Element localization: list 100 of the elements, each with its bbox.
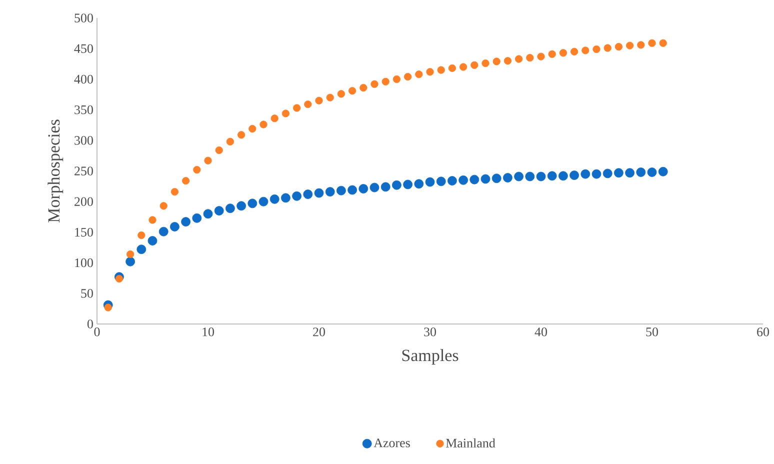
- point: [648, 39, 656, 47]
- point: [547, 171, 557, 181]
- point: [592, 45, 600, 54]
- point: [115, 274, 123, 283]
- point: [514, 172, 524, 182]
- point: [282, 110, 290, 118]
- point: [293, 104, 301, 112]
- point: [348, 185, 357, 195]
- point: [370, 182, 380, 192]
- point: [525, 172, 535, 182]
- point: [559, 49, 567, 57]
- point: [382, 78, 390, 86]
- point: [136, 244, 146, 254]
- point: [504, 57, 512, 65]
- x-tick-label: 60: [757, 328, 770, 336]
- point: [380, 182, 390, 192]
- point: [360, 84, 368, 92]
- point: [536, 172, 546, 182]
- point: [148, 236, 158, 246]
- point: [370, 80, 378, 88]
- point: [503, 173, 512, 182]
- point: [480, 174, 490, 184]
- point: [592, 169, 602, 179]
- point: [626, 42, 634, 50]
- x-axis-title: Samples: [402, 349, 458, 365]
- point: [470, 61, 478, 69]
- point: [570, 170, 579, 180]
- point: [526, 54, 534, 62]
- point: [658, 166, 668, 176]
- y-axis-title: Morphospecies: [48, 120, 64, 222]
- point: [226, 138, 234, 146]
- point: [558, 171, 568, 181]
- point: [470, 174, 480, 184]
- point: [492, 58, 500, 66]
- x-tick-label: 20: [313, 328, 326, 336]
- point: [148, 216, 156, 224]
- point: [258, 196, 268, 206]
- point: [270, 194, 280, 204]
- point: [548, 50, 556, 58]
- point: [215, 146, 223, 154]
- point: [604, 44, 612, 52]
- point: [336, 186, 346, 196]
- point: [193, 166, 201, 174]
- y-tick-label: 50: [81, 289, 93, 298]
- point: [260, 120, 268, 128]
- x-tick-label: 10: [202, 328, 214, 336]
- point: [392, 75, 400, 83]
- point: [292, 191, 302, 201]
- point: [392, 180, 402, 190]
- point: [181, 217, 190, 226]
- point: [304, 100, 312, 108]
- point: [570, 48, 578, 56]
- point: [236, 201, 246, 211]
- point: [248, 198, 258, 208]
- point: [448, 64, 456, 72]
- point: [460, 63, 468, 71]
- point: [204, 156, 212, 164]
- x-tick-label: 40: [534, 328, 548, 336]
- point: [436, 176, 446, 186]
- legend-label: Azores: [374, 438, 410, 448]
- point: [425, 177, 435, 187]
- point: [348, 87, 356, 95]
- y-tick-label: 400: [74, 74, 93, 84]
- point: [214, 206, 224, 216]
- point: [138, 231, 146, 240]
- point: [326, 94, 334, 102]
- point: [614, 42, 622, 51]
- point: [492, 174, 502, 184]
- point: [270, 114, 278, 122]
- point: [170, 222, 180, 232]
- y-tick-label: 450: [74, 44, 93, 53]
- point: [203, 209, 213, 219]
- point: [358, 184, 368, 194]
- y-tick-label: 500: [74, 14, 93, 22]
- y-tick-label: 300: [74, 136, 93, 145]
- point: [314, 188, 324, 198]
- point: [337, 90, 345, 98]
- point: [248, 124, 256, 133]
- y-tick-label: 250: [74, 166, 93, 176]
- point: [625, 168, 634, 178]
- point: [659, 39, 667, 47]
- point: [515, 55, 523, 63]
- point: [437, 66, 445, 74]
- point: [158, 226, 168, 236]
- point: [582, 46, 590, 54]
- point: [636, 168, 646, 177]
- y-tick-label: 150: [75, 228, 93, 237]
- point: [482, 59, 490, 68]
- point: [614, 168, 624, 178]
- point: [537, 52, 545, 60]
- y-tick-label: 350: [74, 105, 93, 114]
- x-tick-label: 30: [424, 328, 436, 336]
- point: [458, 175, 468, 185]
- point: [126, 256, 135, 266]
- point: [192, 213, 202, 223]
- point: [602, 168, 612, 178]
- point: [580, 169, 590, 179]
- point: [426, 68, 434, 76]
- x-tick-label: 0: [94, 328, 100, 336]
- point: [126, 250, 134, 258]
